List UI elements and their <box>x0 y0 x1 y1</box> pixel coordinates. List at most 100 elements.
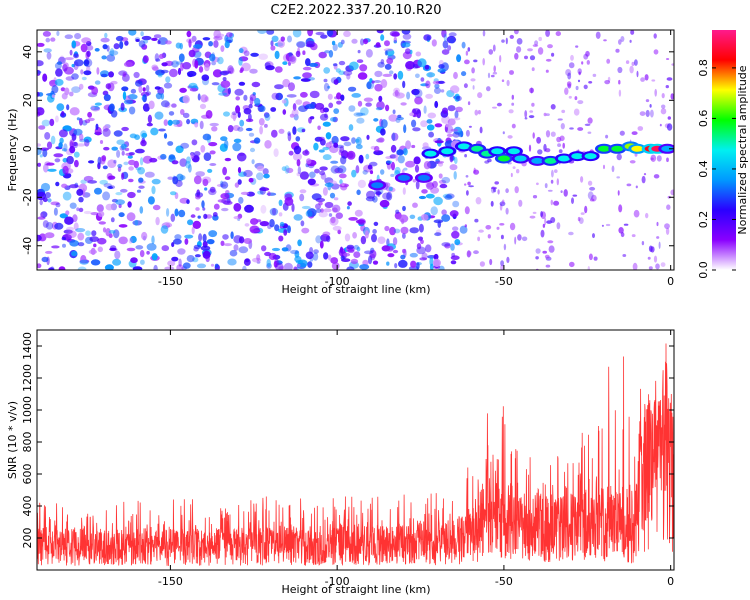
heatmap-cell <box>516 169 520 174</box>
snr-frame <box>36 329 675 571</box>
heatmap-cell <box>615 48 620 53</box>
heatmap-cell <box>560 123 565 130</box>
heatmap-cell <box>537 149 543 155</box>
heatmap-cell <box>235 105 241 114</box>
heatmap-cell <box>135 148 145 154</box>
heatmap-cell <box>50 37 56 42</box>
heatmap-cell <box>534 40 539 46</box>
heatmap-cell <box>195 171 205 177</box>
heatmap-cell <box>110 217 115 223</box>
heatmap-cell <box>403 124 407 134</box>
heatmap-cell <box>269 207 279 216</box>
heatmap-cell <box>193 175 202 185</box>
heatmap-cell <box>653 49 659 55</box>
heatmap-cell <box>283 262 293 270</box>
heatmap-cell <box>328 254 332 261</box>
heatmap-cell <box>635 185 638 189</box>
heatmap-cell <box>330 165 340 174</box>
heatmap-cell <box>666 123 673 131</box>
heatmap-cell <box>645 99 650 103</box>
heatmap-cell <box>200 245 211 251</box>
heatmap-cell <box>37 60 44 67</box>
heatmap-cell <box>343 141 352 147</box>
heatmap-cell <box>274 224 280 232</box>
heatmap-cell <box>332 204 341 213</box>
heatmap-cell <box>293 113 299 121</box>
heatmap-cell <box>506 79 510 87</box>
heatmap-cell <box>101 55 107 60</box>
heatmap-cell <box>271 129 278 138</box>
heatmap-cell <box>73 53 79 59</box>
heatmap-cell <box>486 86 491 92</box>
heatmap-cell <box>45 250 53 254</box>
heatmap-cell <box>477 236 480 242</box>
signal-point <box>457 143 470 150</box>
heatmap-cell <box>391 132 399 141</box>
heatmap-cell <box>466 190 469 196</box>
heatmap-cell <box>202 37 211 41</box>
heatmap-cell <box>455 95 462 102</box>
heatmap-cell <box>270 45 276 51</box>
heatmap-cell <box>188 164 192 173</box>
heatmap-cell <box>450 128 459 132</box>
heatmap-cell <box>653 255 658 263</box>
heatmap-cell <box>353 244 359 250</box>
snr-x-label: Height of straight line (km) <box>281 583 430 596</box>
heatmap-cell <box>97 156 102 166</box>
spectrogram-y-ticks: -40 -20 0 20 40 <box>21 45 674 255</box>
heatmap-cell <box>546 220 552 224</box>
heatmap-cell <box>116 149 121 158</box>
heatmap-cell <box>290 249 300 255</box>
heatmap-cell <box>274 84 284 90</box>
heatmap-cell <box>263 112 270 118</box>
heatmap-cell <box>356 246 361 252</box>
heatmap-cell <box>178 258 182 267</box>
heatmap-cell <box>69 184 79 189</box>
heatmap-cell <box>281 247 289 252</box>
heatmap-cell <box>150 127 159 136</box>
heatmap-cell <box>337 229 342 235</box>
heatmap-cell <box>244 223 250 227</box>
heatmap-cell <box>473 250 479 255</box>
heatmap-cell <box>190 214 196 218</box>
heatmap-cell <box>121 172 125 180</box>
heatmap-cell <box>528 144 532 152</box>
heatmap-cell <box>209 150 216 155</box>
heatmap-cell <box>51 94 56 98</box>
heatmap-cell <box>618 204 623 213</box>
heatmap-cell <box>299 189 307 194</box>
heatmap-cell <box>527 48 533 52</box>
heatmap-cell <box>517 234 522 241</box>
heatmap-cell <box>377 191 381 197</box>
heatmap-cell <box>618 79 621 85</box>
heatmap-cell <box>100 37 110 43</box>
heatmap-cell <box>242 265 247 270</box>
heatmap-cell <box>556 222 561 230</box>
heatmap-cell <box>467 101 471 106</box>
heatmap-cell <box>203 213 208 219</box>
heatmap-cell <box>357 72 368 80</box>
heatmap-cell <box>320 34 328 39</box>
heatmap-cell <box>248 132 255 137</box>
heatmap-cell <box>188 39 192 48</box>
heatmap-cell <box>43 48 52 53</box>
heatmap-cell <box>335 212 343 219</box>
heatmap-cell <box>288 150 294 156</box>
heatmap-marks <box>37 30 674 270</box>
snr-y-tick-label: 200 <box>21 528 34 549</box>
heatmap-cell <box>271 35 279 42</box>
heatmap-cell <box>289 56 296 62</box>
heatmap-cell <box>528 115 535 119</box>
heatmap-cell <box>281 99 287 104</box>
heatmap-cell <box>415 51 422 57</box>
heatmap-cell <box>356 59 364 63</box>
heatmap-cell <box>107 186 113 189</box>
heatmap-cell <box>654 88 657 97</box>
heatmap-cell <box>334 167 344 174</box>
heatmap-cell <box>177 248 186 255</box>
heatmap-cell <box>446 133 454 137</box>
heatmap-cell <box>204 63 210 72</box>
heatmap-cell <box>108 233 113 238</box>
heatmap-cell <box>296 172 301 177</box>
heatmap-cell <box>550 104 556 110</box>
